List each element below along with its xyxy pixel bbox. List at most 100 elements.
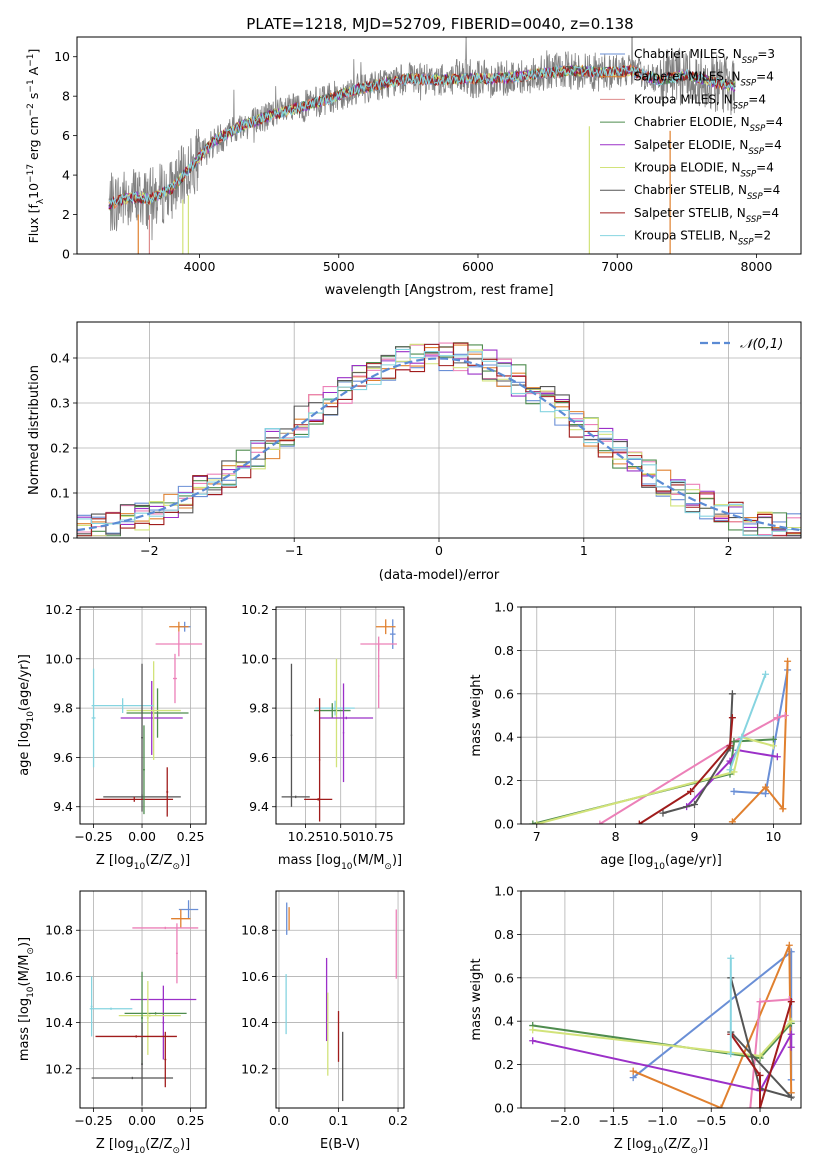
y-tick-label: 0.8 [494, 927, 514, 942]
legend-label-name: Salpeter ELODIE, N [634, 138, 748, 152]
x-tick-label: −1 [285, 543, 303, 558]
x-tick-label: 0.0 [750, 1113, 770, 1128]
data-marker [687, 787, 695, 795]
legend-label-name: Chabrier MILES, N [634, 47, 742, 61]
data-marker [727, 954, 735, 962]
data-marker [781, 712, 789, 719]
label-part: (age/yr)] [17, 654, 32, 711]
legend-label: Chabrier MILES, NSSP=3 [634, 47, 775, 66]
data-marker [773, 714, 781, 722]
x-tick-label: −2 [140, 543, 158, 558]
label-part: 10 [341, 862, 353, 872]
model-spectrum [108, 64, 736, 206]
data-marker [596, 820, 604, 824]
mass-weight-series [638, 717, 734, 824]
label-part: mass [log [17, 998, 32, 1061]
label-part: −1 [26, 54, 36, 67]
y-tick-label: 10.8 [241, 923, 269, 938]
label-part: mass [log [278, 853, 341, 868]
legend-label-count: =4 [763, 183, 781, 197]
mass-weight-series [536, 735, 774, 824]
label-part: 10 [26, 986, 36, 998]
data-marker [728, 690, 736, 698]
x-tick-label: 2 [725, 543, 733, 558]
legend-label-subscript: SSP [733, 101, 749, 111]
data-marker [533, 820, 541, 824]
label-part: 10 [134, 1146, 146, 1156]
label-part: (age/yr)] [665, 853, 722, 868]
y-tick-label: 10 [54, 49, 70, 64]
x-tick-label: 0.00 [128, 829, 156, 844]
data-marker [728, 818, 736, 824]
x-axis-label: Z [log10(Z/Z⊙)] [96, 853, 190, 872]
x-axis-label: Z [log10(Z/Z⊙)] [96, 1137, 190, 1156]
axes-frame [79, 606, 207, 825]
x-tick-label: −2.0 [550, 1113, 580, 1128]
plot-area [529, 657, 792, 824]
y-axis-label: age [log10(age/yr)] [17, 654, 36, 776]
data-marker [746, 1104, 754, 1108]
x-tick-label: 4000 [184, 259, 216, 274]
axes-frame [275, 890, 405, 1109]
x-tick-label: 0.00 [128, 1113, 156, 1128]
legend-label: Chabrier STELIB, NSSP=4 [634, 183, 780, 202]
x-axis-label: (data-model)/error [379, 568, 500, 583]
legend-label-count: =4 [764, 138, 782, 152]
x-tick-label: 5000 [323, 259, 355, 274]
data-marker [728, 714, 736, 722]
y-tick-label: 0.4 [50, 351, 70, 366]
legend-label-count: =4 [761, 206, 779, 220]
age-vs-metallicity-panel: −0.25 0.00 0.259.49.69.810.010.2 Z [log10(Z… [17, 602, 207, 872]
y-tick-label: 0.4 [494, 730, 514, 745]
data-marker [730, 738, 738, 746]
data-marker [529, 820, 537, 824]
plot-area [529, 941, 795, 1108]
y-tick-label: 9.8 [249, 701, 269, 716]
data-marker [762, 783, 770, 791]
data-marker [787, 1017, 795, 1025]
y-tick-label: 10.6 [241, 969, 269, 984]
label-part: (Z/Z [145, 853, 172, 868]
mass-weight-series [729, 673, 767, 771]
data-marker [717, 1104, 725, 1108]
data-marker [785, 941, 793, 949]
mass-weight-series [731, 661, 789, 823]
legend-label-count: =4 [756, 70, 774, 84]
ticks: −0.25 0.00 0.25 10.2 10.4 10.6 10.8 [45, 923, 204, 1128]
label-part: (M/M [17, 955, 32, 987]
label-part: age [log [600, 853, 653, 868]
ticks: −0.25 0.00 0.25 9.4 9.6 9.8 10.0 10.2 [45, 602, 204, 844]
x-axis-label: age [log10(age/yr)] [600, 853, 722, 872]
y-tick-label: 8 [62, 89, 70, 104]
x-tick-label: 8000 [741, 259, 773, 274]
mass-weight-series [632, 944, 793, 1108]
x-tick-label: −1.0 [647, 1113, 677, 1128]
label-part: (Z/Z [145, 1137, 172, 1152]
data-marker [529, 1037, 537, 1045]
x-tick-label: 0.1 [329, 1113, 349, 1128]
ticks: 4000 5000 6000 7000 8000 0 2 4 6 8 10 [54, 49, 772, 274]
legend-label-count: =2 [754, 229, 772, 243]
legend-label: Kroupa MILES, NSSP=4 [634, 92, 766, 111]
legend-label-name: Salpeter STELIB, N [634, 206, 746, 220]
legend-label-name: Chabrier ELODIE, N [634, 115, 750, 129]
x-axis-label: E(B-V) [320, 1137, 360, 1152]
grid-lines [276, 607, 404, 824]
x-tick-label: −0.5 [696, 1113, 726, 1128]
plot-area [91, 621, 203, 817]
label-part: ⊙ [384, 862, 392, 872]
y-tick-label: 0.3 [50, 396, 70, 411]
plot-area [77, 342, 801, 537]
data-marker [756, 998, 764, 1006]
y-tick-label: 10.2 [45, 602, 73, 617]
axes-frame [76, 321, 802, 539]
mass-vs-reddening-panel: 0.0 0.1 0.2 10.2 10.4 10.6 10.8 E(B-V) [241, 890, 408, 1152]
data-marker [769, 735, 777, 743]
x-tick-label: 0.2 [388, 1113, 408, 1128]
y-tick-label: 10.2 [241, 602, 269, 617]
data-marker [738, 733, 746, 741]
y-tick-label: 0.0 [50, 531, 70, 546]
label-part: −2 [26, 103, 36, 116]
data-marker [659, 809, 667, 817]
y-tick-label: 0.0 [494, 817, 514, 832]
